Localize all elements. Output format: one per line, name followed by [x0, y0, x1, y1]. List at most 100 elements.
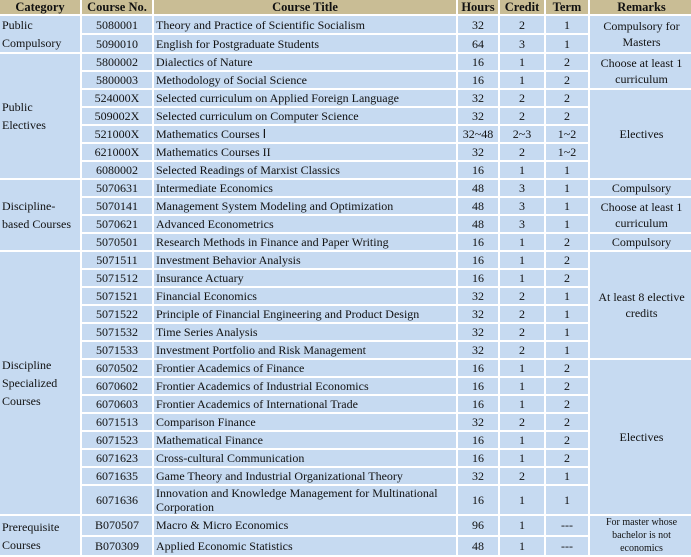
- remarks-cell: Choose at least 1 curriculum: [590, 54, 691, 88]
- credit-cell: 2: [500, 16, 544, 33]
- header-row: Category Course No. Course Title Hours C…: [0, 0, 691, 14]
- credit-cell: 2: [500, 342, 544, 358]
- table-row: Prerequisite Courses B070507 Macro & Micro…: [0, 516, 691, 555]
- hours-cell: 32: [458, 414, 498, 430]
- course-no-cell: 5071512: [82, 270, 152, 286]
- credit-cell: 2: [500, 144, 544, 160]
- course-no-cell: B070309: [82, 536, 152, 555]
- table-row: 6080002 Selected Readings of Marxist Clas…: [0, 162, 691, 178]
- term-cell: 1: [546, 198, 588, 214]
- term-cell: 2: [546, 432, 588, 448]
- course-title-cell: Time Series Analysis: [154, 324, 456, 340]
- hours-cell: 48: [458, 198, 498, 214]
- header-credit: Credit: [500, 0, 544, 14]
- term-cell: 2: [546, 252, 588, 268]
- course-no-cell: 5071522: [82, 306, 152, 322]
- term-cell: 1: [546, 468, 588, 484]
- course-title-cell: Selected curriculum on Applied Foreign L…: [154, 90, 456, 106]
- credit-cell: 1: [500, 252, 544, 268]
- course-title-cell: Mathematical Finance: [154, 432, 456, 448]
- hours-cell: 16: [458, 486, 498, 514]
- table-row: 5800003 Methodology of Social Science 16 1 2: [0, 72, 691, 88]
- term-cell: 1~2: [546, 126, 588, 142]
- credit-cell: 1: [500, 432, 544, 448]
- hours-cell: 48: [458, 180, 498, 196]
- hours-cell: 16: [458, 162, 498, 178]
- course-no-cell: 6070603: [82, 396, 152, 412]
- term-cell: 2: [546, 108, 588, 124]
- course-no-cell: 509002X: [82, 108, 152, 124]
- course-no-cell: 5080001: [82, 16, 152, 33]
- course-no-cell: 6070502: [82, 360, 152, 376]
- course-title-cell: Methodology of Social Science: [154, 72, 456, 88]
- credit-cell: 1: [500, 536, 544, 555]
- course-title-cell: Principle of Financial Engineering and P…: [154, 306, 456, 322]
- credit-cell: 1: [500, 396, 544, 412]
- term-cell: 2: [546, 270, 588, 286]
- credit-cell: 2: [500, 288, 544, 304]
- credit-cell: 2: [500, 414, 544, 430]
- term-cell: 1: [546, 324, 588, 340]
- table-row: B070309 Applied Economic Statistics 48 1 ---: [0, 536, 691, 555]
- term-cell: ---: [546, 536, 588, 555]
- course-no-cell: 5070501: [82, 234, 152, 250]
- table-row: Discipline-based Courses 5070631 Intermedi…: [0, 180, 691, 250]
- remarks-cell: Compulsory: [590, 180, 691, 196]
- term-cell: 1: [546, 35, 588, 52]
- term-cell: 2: [546, 396, 588, 412]
- course-title-cell: Frontier Academics of International Trad…: [154, 396, 456, 412]
- table-row: 6071636 Innovation and Knowledge Manageme…: [0, 486, 691, 514]
- hours-cell: 32: [458, 108, 498, 124]
- category-cell: Prerequisite Courses: [0, 516, 80, 555]
- credit-cell: 1: [500, 162, 544, 178]
- hours-cell: 32: [458, 324, 498, 340]
- course-title-cell: Frontier Academics of Industrial Economi…: [154, 378, 456, 394]
- term-cell: ---: [546, 516, 588, 535]
- category-cell: Public Compulsory: [0, 16, 80, 52]
- credit-cell: 2: [500, 108, 544, 124]
- header-category: Category: [0, 0, 80, 14]
- course-title-cell: Intermediate Economics: [154, 180, 456, 196]
- credit-cell: 1: [500, 378, 544, 394]
- course-no-cell: 524000X: [82, 90, 152, 106]
- table-row: 5071532 Time Series Analysis 32 2 1: [0, 324, 691, 340]
- remarks-cell: Compulsory: [590, 234, 691, 250]
- course-no-cell: 5800003: [82, 72, 152, 88]
- table-row: 5071521 Financial Economics 32 2 1: [0, 288, 691, 304]
- remarks-cell: Electives: [590, 90, 691, 178]
- credit-cell: 2: [500, 306, 544, 322]
- hours-cell: 32: [458, 144, 498, 160]
- course-title-cell: Management System Modeling and Optimizat…: [154, 198, 456, 214]
- header-course-no: Course No.: [82, 0, 152, 14]
- hours-cell: 96: [458, 516, 498, 535]
- term-cell: 2: [546, 378, 588, 394]
- course-no-cell: 6071636: [82, 486, 152, 514]
- course-title-cell: Selected Readings of Marxist Classics: [154, 162, 456, 178]
- credit-cell: 3: [500, 35, 544, 52]
- course-no-cell: 5071533: [82, 342, 152, 358]
- course-title-cell: Dialectics of Nature: [154, 54, 456, 70]
- term-cell: 1: [546, 16, 588, 33]
- course-no-cell: 5070621: [82, 216, 152, 232]
- table-row: 509002X Selected curriculum on Computer S…: [0, 108, 691, 124]
- credit-cell: 2: [500, 90, 544, 106]
- course-title-cell: Mathematics Courses Ⅰ: [154, 126, 456, 142]
- course-title-cell: Game Theory and Industrial Organizationa…: [154, 468, 456, 484]
- course-no-cell: 5071532: [82, 324, 152, 340]
- term-cell: 2: [546, 450, 588, 466]
- credit-cell: 1: [500, 72, 544, 88]
- hours-cell: 16: [458, 252, 498, 268]
- course-title-cell: Advanced Econometrics: [154, 216, 456, 232]
- hours-cell: 16: [458, 378, 498, 394]
- course-title-cell: English for Postgraduate Students: [154, 35, 456, 52]
- term-cell: 2: [546, 54, 588, 70]
- table-row: 5071533 Investment Portfolio and Risk Man…: [0, 342, 691, 358]
- term-cell: 1~2: [546, 144, 588, 160]
- course-no-cell: 6070602: [82, 378, 152, 394]
- hours-cell: 32: [458, 90, 498, 106]
- remarks-cell: For master whose bachelor is not economi…: [590, 516, 691, 555]
- term-cell: 1: [546, 486, 588, 514]
- term-cell: 1: [546, 162, 588, 178]
- hours-cell: 16: [458, 234, 498, 250]
- hours-cell: 16: [458, 396, 498, 412]
